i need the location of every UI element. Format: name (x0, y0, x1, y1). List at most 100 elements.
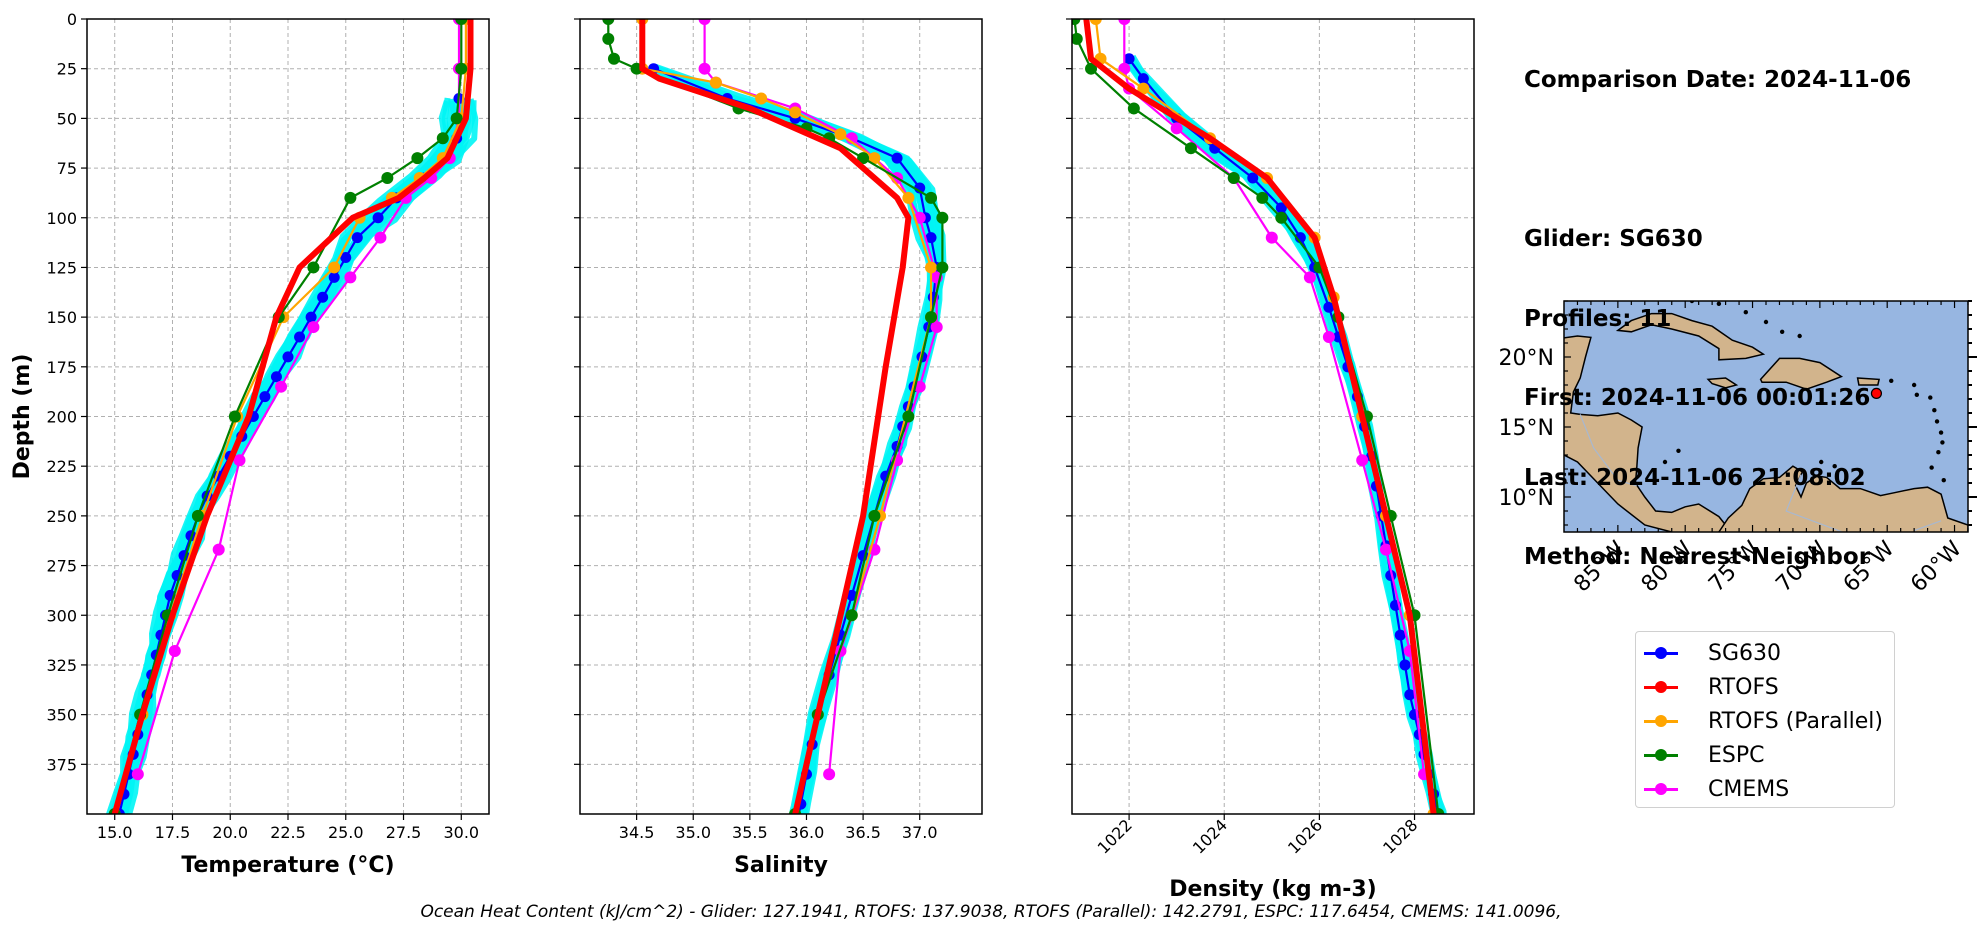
legend-item-espc: ESPC (1644, 743, 1765, 768)
axes-frame (579, 18, 983, 815)
map-small-island (1889, 378, 1894, 383)
series-line-rtofs (1083, 19, 1437, 814)
info-glider: Glider: SG630 (1524, 226, 1703, 252)
land-cuba (1615, 312, 1766, 361)
series-line-sg630 (1128, 58, 1440, 814)
glider-profile-line (1130, 54, 1446, 814)
series-point-sg630 (846, 589, 858, 601)
series-point-sg630 (259, 391, 271, 403)
plot-area (602, 19, 949, 814)
glider-profile-line (1127, 57, 1446, 814)
series-point-rtofs-parallel (328, 261, 341, 274)
legend-item-sg630: SG630 (1644, 641, 1781, 666)
inset-map: 20°N15°N10°N85°W 80°W 75°W 70°W 65°W 60°W (1499, 300, 1977, 597)
map-small-island (1743, 310, 1749, 315)
map-lon-label: 60°W (1906, 536, 1967, 597)
series-point-espc (455, 19, 468, 25)
series-point-espc (902, 410, 915, 423)
series-point-sg630 (282, 351, 294, 363)
series-point-rtofs-parallel (868, 152, 881, 165)
info-method: Method: Nearest-Neighbor (1524, 544, 1871, 570)
glider-profile-line (1124, 59, 1440, 814)
x-tick-label: 17.5 (155, 823, 191, 842)
series-line-rtofs (639, 19, 912, 814)
y-tick-label: 375 (46, 755, 77, 774)
y-tick-label: 75 (57, 159, 77, 178)
series-point-espc (602, 19, 615, 25)
series-point-rtofs-parallel (925, 261, 938, 274)
map-small-island (1940, 440, 1945, 445)
info-profiles: Profiles: 11 (1524, 305, 1672, 332)
map-small-island (1832, 464, 1837, 469)
series-point-cmems (212, 543, 225, 556)
glider-profile-line (122, 100, 477, 814)
x-axis-label: Salinity (734, 853, 828, 878)
series-point-cmems (168, 645, 181, 658)
map-small-island (1941, 478, 1946, 483)
x-axis-label: Density (kg m-3) (1169, 877, 1377, 902)
series-point-cmems (1118, 62, 1131, 75)
series-point-cmems (307, 321, 320, 334)
x-axis-label: Temperature (°C) (181, 853, 394, 878)
series-point-sg630 (1123, 53, 1135, 65)
y-tick-label: 150 (46, 308, 77, 327)
y-tick-label: 300 (46, 606, 77, 625)
series-point-cmems (131, 768, 144, 781)
series-point-sg630 (305, 311, 317, 323)
info-blank-line (1524, 147, 1911, 174)
series-line-sg630 (653, 67, 938, 814)
series-point-sg630 (1404, 689, 1416, 701)
map-small-island (1938, 430, 1944, 435)
series-point-espc (602, 32, 615, 45)
y-tick-label: 200 (46, 408, 77, 427)
legend-label: RTOFS (1708, 674, 1779, 700)
x-tick-label: 34.5 (619, 823, 655, 842)
map-lat-label: 15°N (1499, 416, 1554, 441)
series-point-cmems (698, 19, 711, 25)
y-tick-label: 225 (46, 457, 77, 476)
glider-location-marker (1870, 387, 1883, 399)
map-small-island (1914, 392, 1920, 397)
series-line-espc (1073, 19, 1440, 814)
series-point-rtofs-parallel (789, 106, 802, 119)
map-lat-label: 20°N (1499, 346, 1554, 371)
series-point-cmems (930, 321, 943, 334)
x-tick-label: 36.5 (845, 823, 881, 842)
series-point-espc (868, 509, 881, 522)
glider-profile-line (126, 98, 479, 814)
series-point-sg630 (1137, 73, 1149, 85)
series-point-espc (450, 112, 463, 125)
series-point-espc (1072, 19, 1081, 25)
series-point-cmems (344, 271, 357, 284)
series-point-cmems (275, 380, 288, 393)
legend-item-rtofs-parallel: RTOFS (Parallel) (1644, 709, 1883, 734)
series-point-sg630 (1399, 659, 1411, 671)
series-point-sg630 (270, 371, 282, 383)
series-point-cmems (1303, 271, 1316, 284)
map-small-island (1676, 448, 1681, 453)
series-point-sg630 (351, 232, 363, 244)
series-point-espc (1256, 191, 1269, 204)
series-point-sg630 (1275, 202, 1287, 214)
series-point-rtofs-parallel (709, 76, 722, 89)
x-tick-label: 36.0 (789, 823, 825, 842)
map-small-island (1934, 419, 1940, 424)
map-small-island (1716, 301, 1722, 306)
y-tick-label: 25 (57, 60, 77, 79)
series-point-sg630 (1394, 629, 1406, 641)
land-south-america (1717, 465, 1968, 532)
y-tick-label: 250 (46, 507, 77, 526)
profile-panel-temperature: 15.0 17.5 20.0 22.5 25.0 27.5 30.0 0 25 50 75 100 12… (46, 10, 490, 878)
ocean-heat-content-footer: Ocean Heat Content (kJ/cm^2) - Glider: 1… (420, 902, 1562, 922)
info-last: Last: 2024-11-06 21:08:02 (1524, 464, 1866, 491)
y-tick-label: 50 (57, 109, 77, 128)
series-point-sg630 (891, 152, 903, 164)
x-tick-label: 1024 (1189, 815, 1231, 857)
y-tick-label: 100 (46, 209, 77, 228)
legend-swatch (1644, 675, 1678, 699)
x-tick-label: 35.5 (732, 823, 768, 842)
legend-label: CMEMS (1708, 776, 1790, 802)
map-borders (1579, 414, 1942, 532)
map-small-island (1911, 382, 1917, 388)
y-tick-label: 350 (46, 706, 77, 725)
